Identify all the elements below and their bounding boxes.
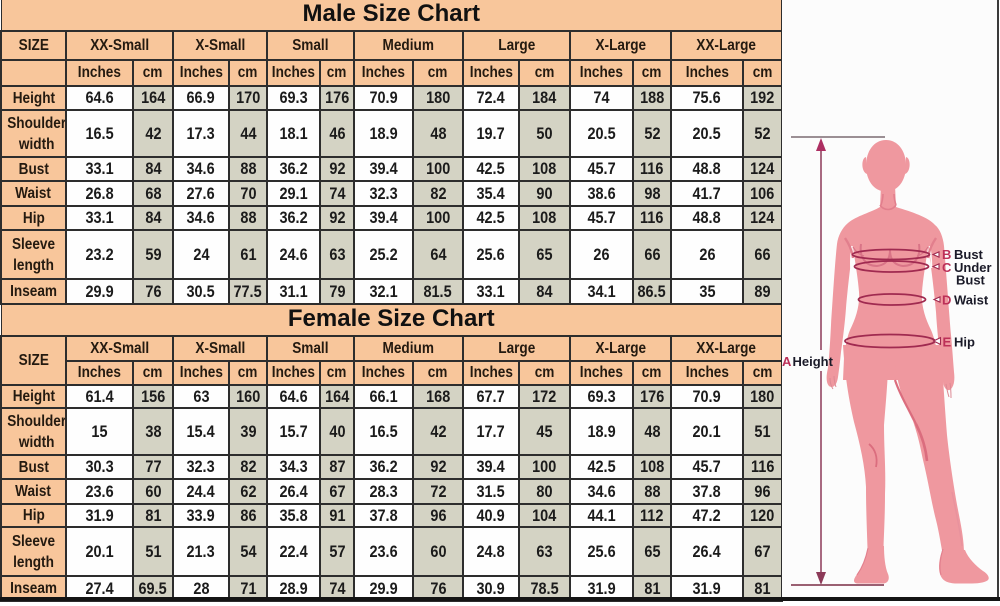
- svg-text:B: B: [942, 247, 951, 262]
- svg-text:Waist: Waist: [954, 293, 989, 308]
- svg-text:C: C: [942, 260, 952, 275]
- svg-text:Under: Under: [954, 260, 992, 275]
- svg-text:D: D: [942, 293, 951, 308]
- svg-text:Bust: Bust: [956, 273, 986, 288]
- svg-text:Height: Height: [793, 354, 834, 369]
- svg-text:Bust: Bust: [954, 247, 984, 262]
- svg-text:E: E: [943, 335, 952, 350]
- svg-text:A: A: [782, 354, 792, 369]
- svg-text:Hip: Hip: [954, 335, 975, 350]
